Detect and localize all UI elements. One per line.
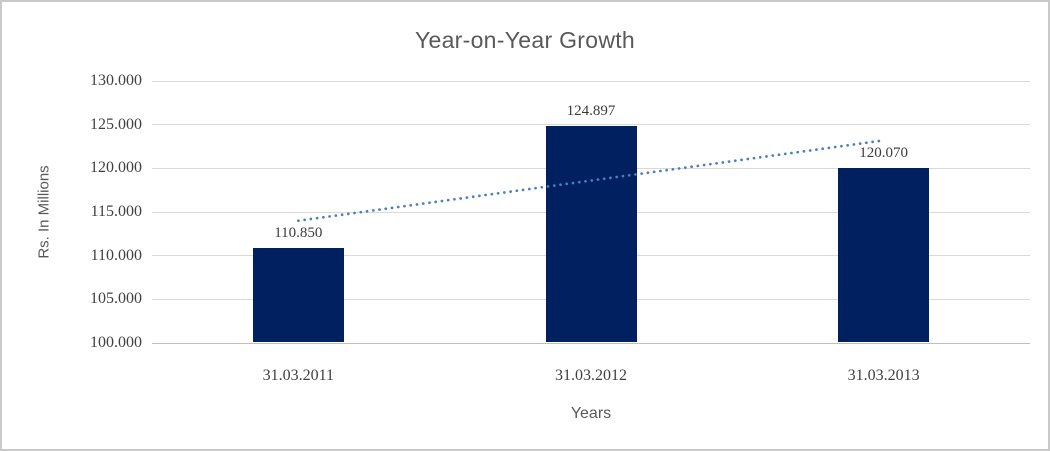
gridline (152, 124, 1030, 126)
y-axis-tick-label: 115.000 (90, 203, 142, 220)
x-axis-category-label: 31.03.2013 (847, 367, 920, 384)
y-axis-tick-label: 130.000 (90, 72, 142, 89)
bar-data-label: 110.850 (274, 225, 323, 242)
y-axis-tick-label: 100.000 (90, 334, 142, 351)
y-axis-title: Rs. In Millions (35, 165, 53, 259)
y-axis-tick-label: 110.000 (90, 246, 142, 264)
y-axis-tick-label: 105.000 (90, 290, 142, 308)
y-axis-tick-label: 125.000 (90, 115, 142, 133)
chart-title: Year-on-Year Growth (414, 27, 636, 53)
gridline (152, 342, 1030, 344)
bar-data-label: 124.897 (566, 102, 616, 119)
gridline (152, 80, 1030, 82)
x-axis-category-label: 31.03.2012 (555, 367, 627, 384)
y-axis-tick-label: 120.000 (90, 159, 142, 177)
bar-data-label: 120.070 (859, 144, 909, 161)
bar (838, 167, 930, 342)
plot-area (152, 80, 1030, 344)
bar (545, 125, 637, 342)
x-axis-title: Years (570, 405, 612, 422)
bar (252, 248, 344, 342)
x-axis-category-label: 31.03.2011 (262, 367, 335, 384)
